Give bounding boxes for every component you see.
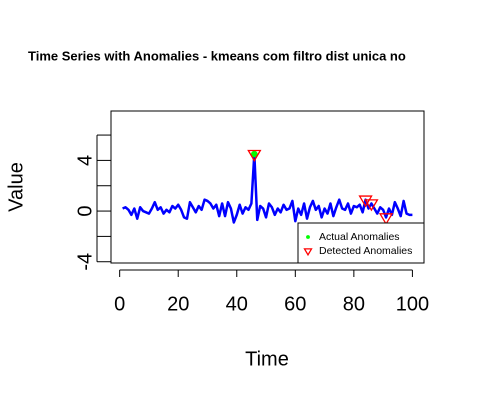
x-tick-label: 100 (396, 293, 429, 315)
legend-box (297, 222, 425, 264)
anomaly-point (378, 213, 394, 226)
anomaly-point (251, 150, 258, 158)
x-tick-label: 0 (114, 293, 125, 315)
plot-box (110, 110, 425, 264)
x-tick-label: 80 (343, 293, 365, 315)
x-axis-label: Time (245, 348, 289, 370)
anomaly-point (247, 149, 262, 162)
x-tick-label: 60 (284, 293, 306, 315)
anomaly-point (358, 195, 373, 208)
legend-marker (306, 235, 310, 239)
legend-label: Actual Anomalies (319, 231, 400, 243)
y-tick-label: -4 (74, 253, 96, 271)
y-axis-label: Value (5, 162, 27, 212)
y-tick-label: 0 (74, 206, 96, 217)
chart-title: Time Series with Anomalies - kmeans com … (28, 48, 406, 63)
series-line (122, 152, 413, 224)
x-tick-label: 20 (167, 293, 189, 315)
x-tick-label: 40 (226, 293, 248, 315)
anomaly-point (364, 199, 379, 212)
legend-label: Detected Anomalies (319, 245, 412, 257)
legend-marker (303, 248, 313, 257)
y-tick-label: 4 (74, 155, 96, 166)
